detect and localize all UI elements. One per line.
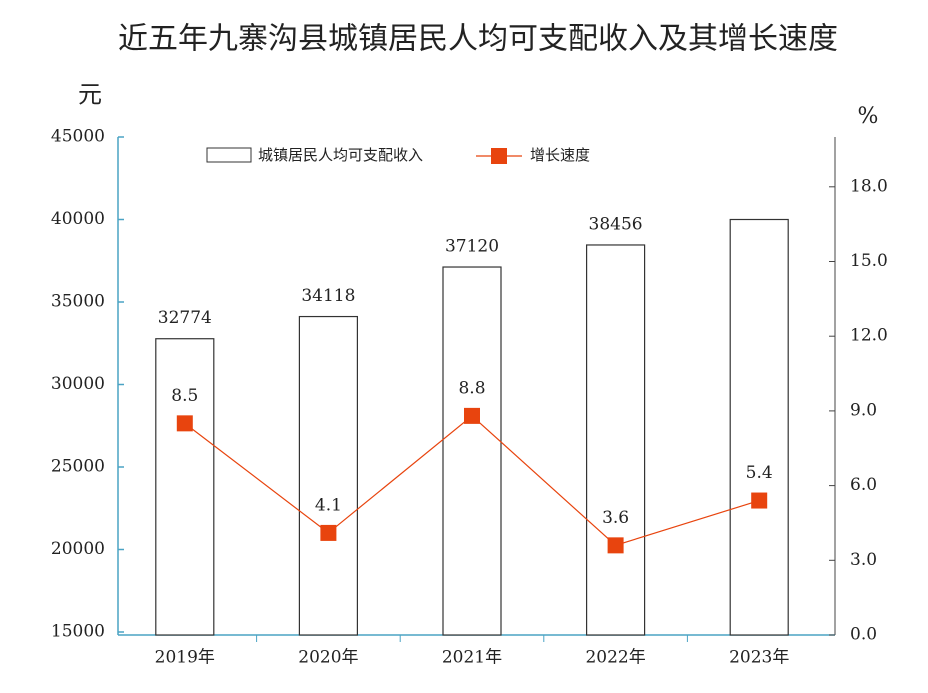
x-tick-label: 2021年	[442, 648, 502, 668]
y-tick-label: 25000	[51, 457, 105, 477]
y-tick-label: 15000	[51, 622, 105, 642]
x-tick-label: 2022年	[585, 648, 645, 668]
y2-tick-label: 18.0	[850, 176, 888, 196]
y2-tick-label: 9.0	[850, 400, 877, 420]
x-tick-label: 2019年	[155, 648, 215, 668]
x-tick-label: 2020年	[298, 648, 358, 668]
chart-title: 近五年九寨沟县城镇居民人均可支配收入及其增长速度	[118, 22, 838, 57]
growth-value-label: 5.4	[746, 463, 773, 483]
y-tick-label: 45000	[51, 127, 105, 147]
y2-axis-unit: %	[858, 104, 879, 129]
growth-marker	[320, 524, 337, 541]
legend-label: 增长速度	[530, 146, 590, 164]
growth-value-label: 3.6	[602, 508, 629, 528]
y-tick-label: 40000	[51, 209, 105, 229]
growth-marker	[751, 492, 768, 509]
bar-value-label: 37120	[445, 237, 499, 257]
y2-tick-label: 6.0	[850, 475, 877, 495]
bar-value-label: 34118	[301, 286, 355, 306]
bar-value-label: 38456	[589, 214, 643, 234]
growth-marker	[176, 415, 193, 432]
growth-value-label: 8.5	[171, 386, 198, 406]
legend-marker	[491, 148, 507, 164]
growth-marker	[464, 407, 480, 424]
bar	[729, 218, 789, 636]
growth-value-label: 4.1	[315, 495, 342, 515]
bar	[155, 338, 215, 636]
bar-value-label: 32774	[158, 308, 212, 328]
bar	[298, 315, 358, 636]
y-tick-label: 20000	[51, 539, 105, 559]
y2-tick-label: 0.0	[850, 625, 877, 645]
bar	[442, 266, 502, 636]
legend-label: 城镇居民人均可支配收入	[258, 146, 423, 164]
x-tick-label: 2023年	[729, 648, 789, 668]
legend-swatch	[206, 147, 252, 163]
y-tick-label: 35000	[51, 292, 105, 312]
y-axis-unit: 元	[78, 81, 102, 109]
bar	[585, 244, 646, 636]
y2-tick-label: 12.0	[850, 326, 888, 346]
y-tick-label: 30000	[51, 374, 105, 394]
y2-tick-label: 3.0	[850, 550, 877, 570]
growth-marker	[607, 537, 624, 554]
y2-tick-label: 15.0	[850, 251, 888, 271]
growth-value-label: 8.8	[458, 378, 485, 398]
